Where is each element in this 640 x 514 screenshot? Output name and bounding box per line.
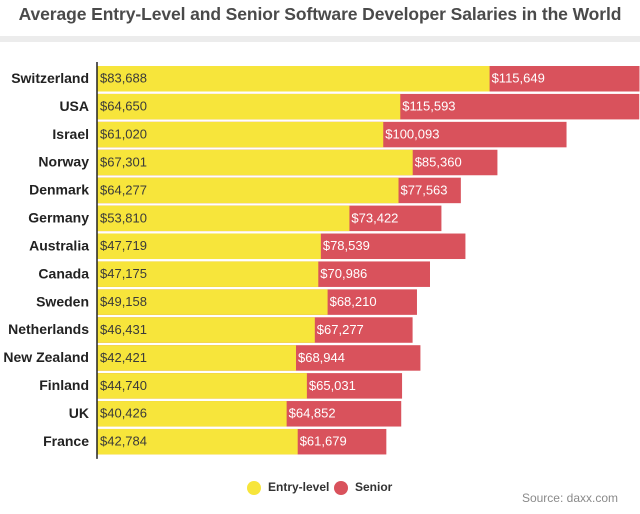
senior-value-label: $115,593 xyxy=(402,99,455,114)
category-label: Switzerland xyxy=(11,70,89,86)
title-divider xyxy=(0,36,640,42)
category-label: Sweden xyxy=(36,293,89,309)
senior-value-label: $65,031 xyxy=(309,378,356,393)
entry-level-value-label: $47,175 xyxy=(100,266,147,281)
entry-level-value-label: $64,650 xyxy=(100,99,147,114)
category-label: Australia xyxy=(29,237,89,253)
entry-level-bar xyxy=(97,345,296,371)
entry-level-value-label: $40,426 xyxy=(100,406,147,421)
chart-title: Average Entry-Level and Senior Software … xyxy=(18,4,622,24)
category-label: Finland xyxy=(39,377,89,393)
senior-value-label: $70,986 xyxy=(320,266,367,281)
senior-value-label: $68,210 xyxy=(330,294,377,309)
senior-value-label: $77,563 xyxy=(401,182,448,197)
entry-level-bar xyxy=(97,233,321,260)
entry-level-bar xyxy=(97,66,490,92)
entry-level-bar xyxy=(97,205,350,232)
senior-value-label: $67,277 xyxy=(317,322,364,337)
source-note: Source: daxx.com xyxy=(521,491,618,505)
category-label: Israel xyxy=(52,126,89,142)
entry-level-value-label: $49,158 xyxy=(100,294,147,309)
legend-entry-level-label: Entry-level xyxy=(268,480,329,494)
entry-level-bar xyxy=(97,428,298,455)
category-label: New Zealand xyxy=(3,349,89,365)
legend-senior-swatch xyxy=(334,481,348,495)
entry-level-value-label: $44,740 xyxy=(100,378,147,393)
entry-level-value-label: $61,020 xyxy=(100,127,147,142)
entry-level-bar xyxy=(97,149,413,176)
senior-value-label: $85,360 xyxy=(415,154,462,169)
senior-value-label: $73,422 xyxy=(351,210,398,225)
entry-level-value-label: $83,688 xyxy=(100,71,147,86)
category-label: Denmark xyxy=(29,182,89,198)
entry-level-value-label: $42,784 xyxy=(100,434,147,449)
entry-level-value-label: $46,431 xyxy=(100,322,147,337)
entry-level-bar xyxy=(97,93,401,120)
legend-senior-label: Senior xyxy=(355,480,393,494)
senior-value-label: $61,679 xyxy=(300,434,347,449)
legend-entry-level-swatch xyxy=(247,481,261,495)
category-label: Netherlands xyxy=(8,321,89,337)
category-label: Canada xyxy=(38,265,89,281)
entry-level-value-label: $53,810 xyxy=(100,210,147,225)
entry-level-value-label: $47,719 xyxy=(100,238,147,253)
senior-value-label: $115,649 xyxy=(492,71,545,86)
entry-level-bar xyxy=(97,373,307,399)
entry-level-bar xyxy=(97,177,399,204)
category-label: USA xyxy=(59,98,89,114)
entry-level-bar xyxy=(97,401,287,427)
entry-level-value-label: $64,277 xyxy=(100,182,147,197)
entry-level-bar xyxy=(97,121,384,148)
entry-level-bar xyxy=(97,289,328,315)
senior-value-label: $78,539 xyxy=(323,238,370,253)
entry-level-value-label: $42,421 xyxy=(100,350,147,365)
entry-level-value-label: $67,301 xyxy=(100,154,147,169)
entry-level-bar xyxy=(97,317,315,343)
entry-level-bar xyxy=(97,261,319,287)
senior-value-label: $64,852 xyxy=(289,406,336,421)
senior-value-label: $68,944 xyxy=(298,350,345,365)
category-label: Norway xyxy=(38,154,89,170)
senior-value-label: $100,093 xyxy=(385,127,439,142)
category-label: Germany xyxy=(28,210,89,226)
category-label: UK xyxy=(69,405,89,421)
category-label: France xyxy=(43,433,89,449)
